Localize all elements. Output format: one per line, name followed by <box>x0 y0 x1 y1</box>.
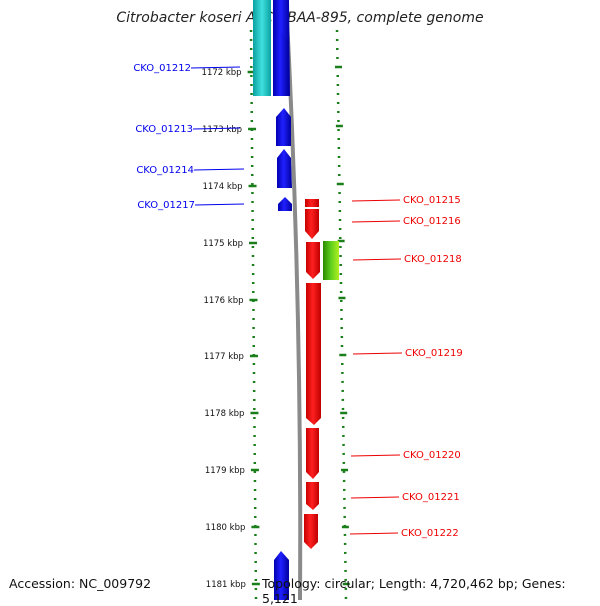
genome-backbone <box>284 0 303 600</box>
gene-label-left[interactable]: CKO_01214 <box>136 165 194 176</box>
dotted-ring-right <box>335 29 348 600</box>
plus-strand-features <box>304 199 339 549</box>
minus-strand-features <box>253 0 292 600</box>
gene-cko-01222-arrow[interactable] <box>304 514 318 549</box>
scale-tick-label: 1172 kbp <box>202 68 242 78</box>
right-leader-line <box>352 258 402 261</box>
gene-label-right[interactable]: CKO_01221 <box>402 492 460 503</box>
scale-tick-label: 1174 kbp <box>202 182 242 192</box>
gene-label-right[interactable]: CKO_01216 <box>403 216 461 227</box>
gene-cko-01214-arrow[interactable] <box>277 149 292 188</box>
gene-cko-01213-arrow[interactable] <box>276 108 291 146</box>
gene-label-left[interactable]: CKO_01212 <box>133 63 191 74</box>
right-ring-ticks <box>335 65 350 586</box>
gene-label-right[interactable]: CKO_01220 <box>403 450 461 461</box>
gene-cko-01221-arrow[interactable] <box>306 482 319 510</box>
scale-tick-label: 1173 kbp <box>202 125 242 135</box>
scale-tick-label: 1176 kbp <box>203 296 243 306</box>
left-leader-line <box>193 168 245 171</box>
left-leader-line <box>192 127 241 130</box>
left-gene-labels: CKO_01212 CKO_01213 CKO_01214 CKO_01217 <box>133 63 245 211</box>
gene-cko-01219-arrow[interactable] <box>306 283 321 425</box>
gene-cko-01216-arrow[interactable] <box>305 209 319 239</box>
gene-label-left[interactable]: CKO_01213 <box>135 124 193 135</box>
scale-tick-label: 1181 kbp <box>206 580 246 590</box>
right-leader-line <box>350 454 401 457</box>
right-leader-line <box>351 220 401 223</box>
gene-cko-01217-arrow[interactable] <box>278 197 292 211</box>
scale-tick-label: 1180 kbp <box>205 523 245 533</box>
gene-bottom-blue-arrow[interactable] <box>274 551 289 600</box>
topology-label: Topology: circular; Length: 4,720,462 bp… <box>262 576 566 606</box>
gene-label-left[interactable]: CKO_01217 <box>137 200 195 211</box>
scale-ticks: 1172 kbp 1173 kbp 1174 kbp 1175 kbp 1176 kbp… <box>202 68 260 590</box>
right-leader-line <box>351 199 401 202</box>
gene-label-right[interactable]: CKO_01215 <box>403 195 461 206</box>
scale-tick-label: 1175 kbp <box>203 239 243 249</box>
scale-tick-label: 1178 kbp <box>204 409 244 419</box>
green-feature[interactable] <box>323 241 339 280</box>
right-leader-line <box>349 532 399 535</box>
map-title: Citrobacter koseri ATCC BAA-895, complet… <box>116 10 484 26</box>
gene-cko-01220-arrow[interactable] <box>306 428 319 479</box>
accession-label: Accession: NC_009792 <box>9 576 152 591</box>
gene-label-right[interactable]: CKO_01218 <box>404 254 462 265</box>
scale-tick-label: 1177 kbp <box>204 352 244 362</box>
left-leader-line <box>190 66 241 69</box>
right-leader-line <box>350 496 400 499</box>
gene-label-right[interactable]: CKO_01219 <box>405 348 463 359</box>
gene-cko-01215-arrow[interactable] <box>305 199 319 207</box>
scale-tick-label: 1179 kbp <box>205 466 245 476</box>
cyan-feature[interactable] <box>253 0 271 96</box>
right-leader-line <box>352 352 403 355</box>
gene-cko-01218-arrow[interactable] <box>306 242 320 279</box>
right-gene-labels: CKO_01215 CKO_01216 CKO_01218 CKO_01219 CKO_… <box>349 195 463 539</box>
gene-cko-01212-arrow-head[interactable] <box>273 32 289 96</box>
gene-label-right[interactable]: CKO_01222 <box>401 528 459 539</box>
left-leader-line <box>194 203 245 206</box>
dotted-ring-left <box>249 29 258 600</box>
